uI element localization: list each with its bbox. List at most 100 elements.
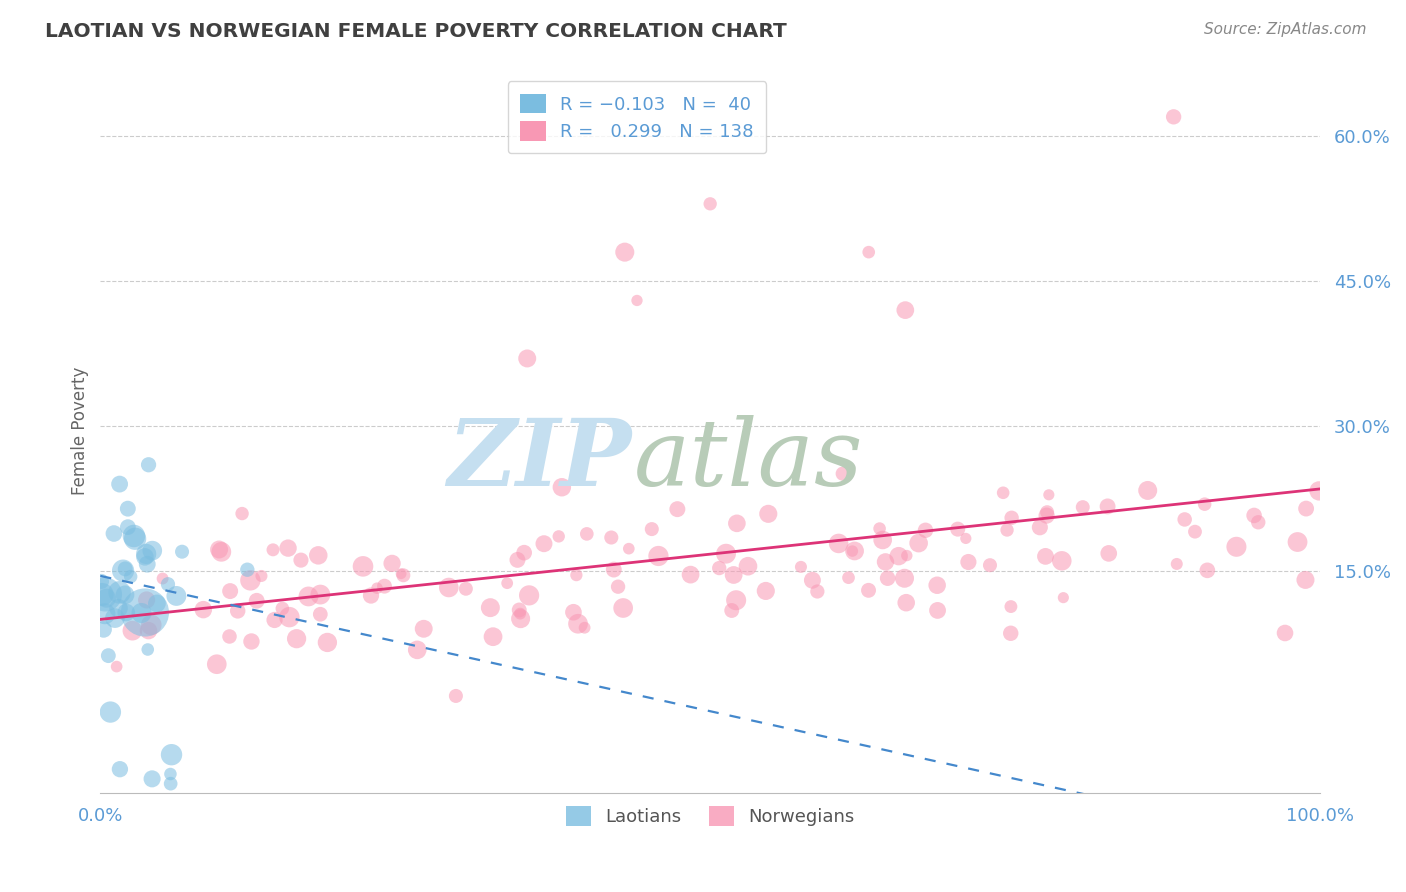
Point <box>725 516 748 531</box>
Point <box>946 522 969 536</box>
Point <box>381 557 404 571</box>
Point <box>112 564 135 578</box>
Point <box>94 587 117 601</box>
Point <box>136 642 159 657</box>
Point <box>1029 520 1052 534</box>
Point <box>647 549 669 563</box>
Point <box>1071 500 1094 515</box>
Point <box>562 605 585 619</box>
Point <box>894 303 917 318</box>
Point <box>1243 508 1265 523</box>
Point <box>219 584 242 599</box>
Point <box>262 542 284 557</box>
Text: ZIP: ZIP <box>447 415 631 505</box>
Point <box>567 616 589 631</box>
Point <box>513 546 536 560</box>
Point <box>135 593 157 607</box>
Point <box>565 568 588 582</box>
Point <box>893 571 915 585</box>
Point <box>1308 483 1330 498</box>
Point <box>141 772 163 786</box>
Point <box>1097 500 1119 514</box>
Point <box>995 523 1018 537</box>
Point <box>641 522 664 536</box>
Point <box>271 601 294 615</box>
Point <box>121 624 143 638</box>
Point <box>626 293 648 308</box>
Point <box>141 618 163 632</box>
Point <box>876 571 898 585</box>
Point <box>1274 626 1296 640</box>
Point <box>226 604 249 618</box>
Point <box>927 603 949 617</box>
Point <box>709 561 731 575</box>
Point <box>723 568 745 582</box>
Point <box>131 606 153 620</box>
Point <box>1225 540 1247 554</box>
Point <box>508 603 530 617</box>
Point <box>218 630 240 644</box>
Point <box>250 569 273 583</box>
Point <box>679 567 702 582</box>
Point <box>1000 599 1022 614</box>
Point <box>790 560 813 574</box>
Point <box>437 581 460 595</box>
Point <box>896 549 918 563</box>
Point <box>104 611 127 625</box>
Point <box>135 547 157 561</box>
Point <box>96 591 118 606</box>
Point <box>737 559 759 574</box>
Point <box>1174 512 1197 526</box>
Text: Source: ZipAtlas.com: Source: ZipAtlas.com <box>1204 22 1367 37</box>
Point <box>516 351 538 366</box>
Point <box>392 568 415 582</box>
Point <box>1000 626 1022 640</box>
Point <box>107 601 129 615</box>
Point <box>955 532 977 546</box>
Point <box>165 589 187 603</box>
Point <box>979 558 1001 573</box>
Point <box>1036 505 1059 519</box>
Point <box>858 583 880 598</box>
Point <box>875 555 897 569</box>
Point <box>100 705 122 719</box>
Point <box>1295 501 1317 516</box>
Point <box>236 563 259 577</box>
Point <box>297 590 319 604</box>
Point <box>277 541 299 555</box>
Point <box>136 558 159 572</box>
Point <box>603 563 626 577</box>
Point <box>837 571 859 585</box>
Point <box>373 579 395 593</box>
Point <box>1098 546 1121 560</box>
Point <box>117 501 139 516</box>
Point <box>612 601 634 615</box>
Point <box>827 536 849 550</box>
Legend: Laotians, Norwegians: Laotians, Norwegians <box>557 797 863 835</box>
Point <box>117 520 139 534</box>
Point <box>146 597 169 611</box>
Point <box>482 630 505 644</box>
Point <box>156 577 179 591</box>
Point <box>103 526 125 541</box>
Point <box>309 607 332 622</box>
Point <box>159 777 181 791</box>
Point <box>90 574 112 589</box>
Point <box>517 588 540 602</box>
Point <box>114 562 136 576</box>
Point <box>831 467 853 481</box>
Point <box>896 596 918 610</box>
Point <box>152 572 174 586</box>
Point <box>134 606 156 620</box>
Point <box>699 196 721 211</box>
Text: atlas: atlas <box>633 415 863 505</box>
Point <box>801 573 824 587</box>
Point <box>193 602 215 616</box>
Point <box>547 529 569 543</box>
Point <box>263 613 285 627</box>
Point <box>108 477 131 491</box>
Point <box>93 623 115 637</box>
Point <box>600 531 623 545</box>
Y-axis label: Female Poverty: Female Poverty <box>72 367 89 495</box>
Point <box>114 588 136 602</box>
